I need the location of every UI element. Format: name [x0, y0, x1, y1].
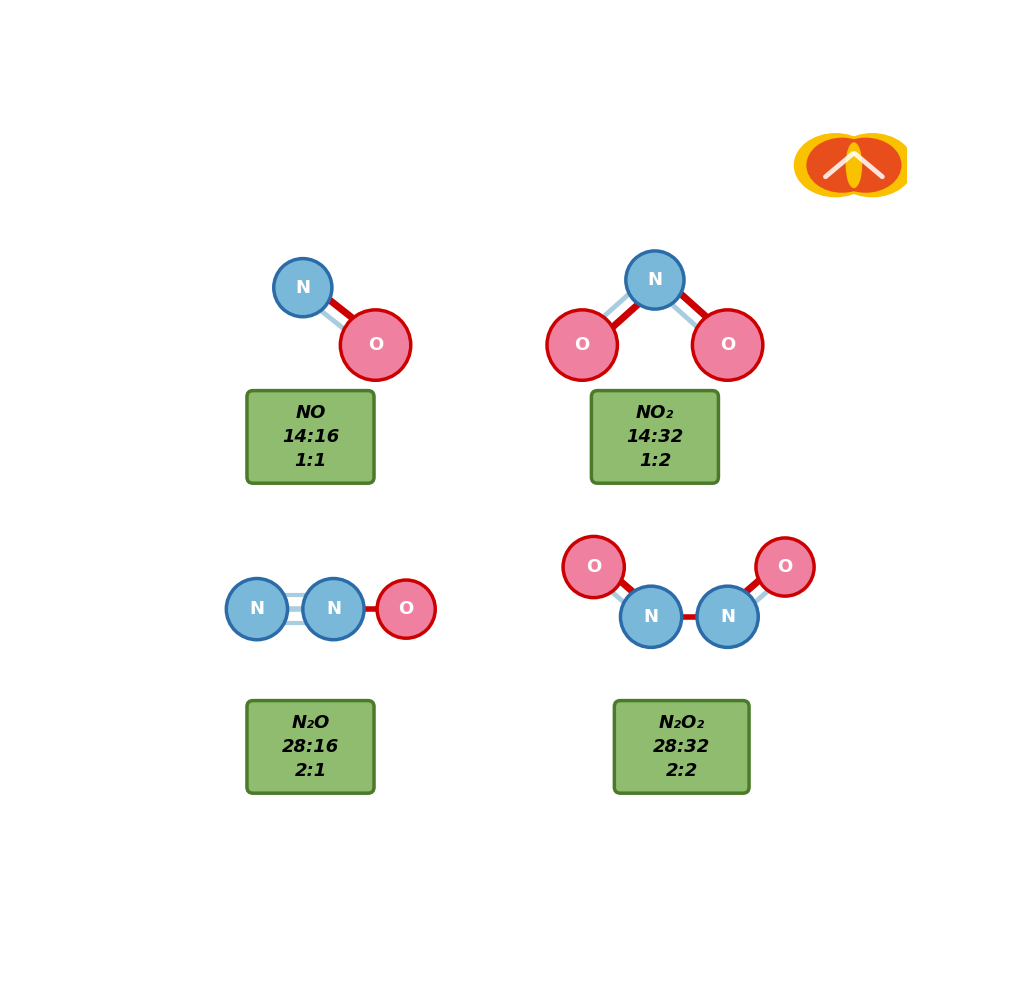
- Circle shape: [563, 537, 625, 597]
- Text: 14:32: 14:32: [627, 427, 684, 446]
- Text: O: O: [777, 558, 793, 577]
- Ellipse shape: [830, 133, 914, 198]
- Text: O: O: [586, 558, 601, 577]
- Text: 1:1: 1:1: [294, 452, 327, 470]
- FancyBboxPatch shape: [247, 391, 374, 483]
- Text: 2:2: 2:2: [666, 762, 697, 780]
- Text: O: O: [398, 600, 414, 618]
- Circle shape: [756, 538, 814, 596]
- Circle shape: [226, 579, 288, 640]
- Ellipse shape: [846, 142, 862, 188]
- Text: 28:16: 28:16: [282, 738, 339, 755]
- Text: 1:2: 1:2: [639, 452, 671, 470]
- Circle shape: [697, 586, 758, 647]
- Text: 2:1: 2:1: [294, 762, 327, 780]
- Ellipse shape: [829, 137, 901, 193]
- Ellipse shape: [806, 137, 878, 193]
- Circle shape: [547, 310, 617, 381]
- Circle shape: [377, 580, 435, 638]
- Text: N: N: [644, 607, 658, 626]
- Text: O: O: [368, 336, 383, 354]
- FancyBboxPatch shape: [592, 391, 719, 483]
- Text: O: O: [574, 336, 590, 354]
- Text: NO₂: NO₂: [636, 404, 674, 421]
- Text: N: N: [647, 271, 663, 289]
- FancyBboxPatch shape: [614, 701, 750, 793]
- Text: 28:32: 28:32: [653, 738, 711, 755]
- Text: 14:16: 14:16: [282, 427, 339, 446]
- Text: O: O: [720, 336, 735, 354]
- Text: NO: NO: [295, 404, 326, 421]
- Text: N: N: [720, 607, 735, 626]
- Circle shape: [626, 250, 684, 309]
- Text: N: N: [250, 600, 264, 618]
- Text: N: N: [326, 600, 341, 618]
- FancyBboxPatch shape: [247, 701, 374, 793]
- Circle shape: [692, 310, 763, 381]
- Text: N₂O₂: N₂O₂: [658, 714, 705, 732]
- Circle shape: [303, 579, 365, 640]
- Ellipse shape: [794, 133, 878, 198]
- Circle shape: [621, 586, 682, 647]
- Text: N₂O: N₂O: [292, 714, 330, 732]
- Circle shape: [273, 258, 332, 317]
- Circle shape: [340, 310, 411, 381]
- Text: N: N: [295, 278, 310, 296]
